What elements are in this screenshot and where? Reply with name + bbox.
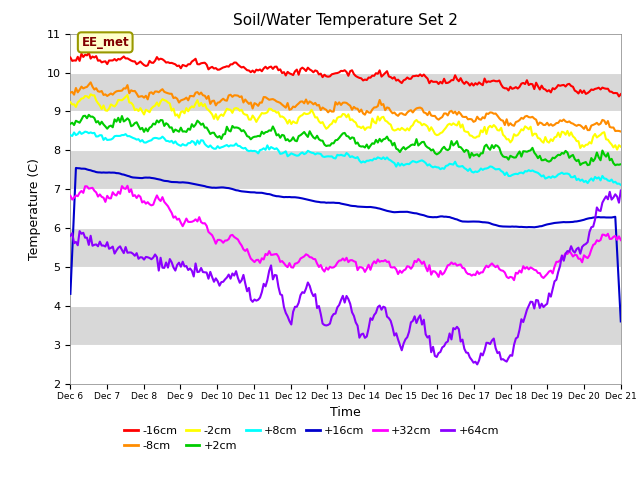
Text: EE_met: EE_met	[81, 36, 129, 49]
Bar	[70, 72, 621, 111]
Bar	[70, 306, 621, 345]
Bar	[70, 189, 621, 228]
Title: Soil/Water Temperature Set 2: Soil/Water Temperature Set 2	[233, 13, 458, 28]
Y-axis label: Temperature (C): Temperature (C)	[28, 158, 41, 260]
Bar	[70, 345, 621, 384]
Bar	[70, 267, 621, 306]
Legend: -16cm, -8cm, -2cm, +2cm, +8cm, +16cm, +32cm, +64cm: -16cm, -8cm, -2cm, +2cm, +8cm, +16cm, +3…	[120, 421, 504, 456]
Bar	[70, 34, 621, 72]
Bar	[70, 228, 621, 267]
X-axis label: Time: Time	[330, 406, 361, 419]
Bar	[70, 150, 621, 189]
Bar	[70, 111, 621, 150]
